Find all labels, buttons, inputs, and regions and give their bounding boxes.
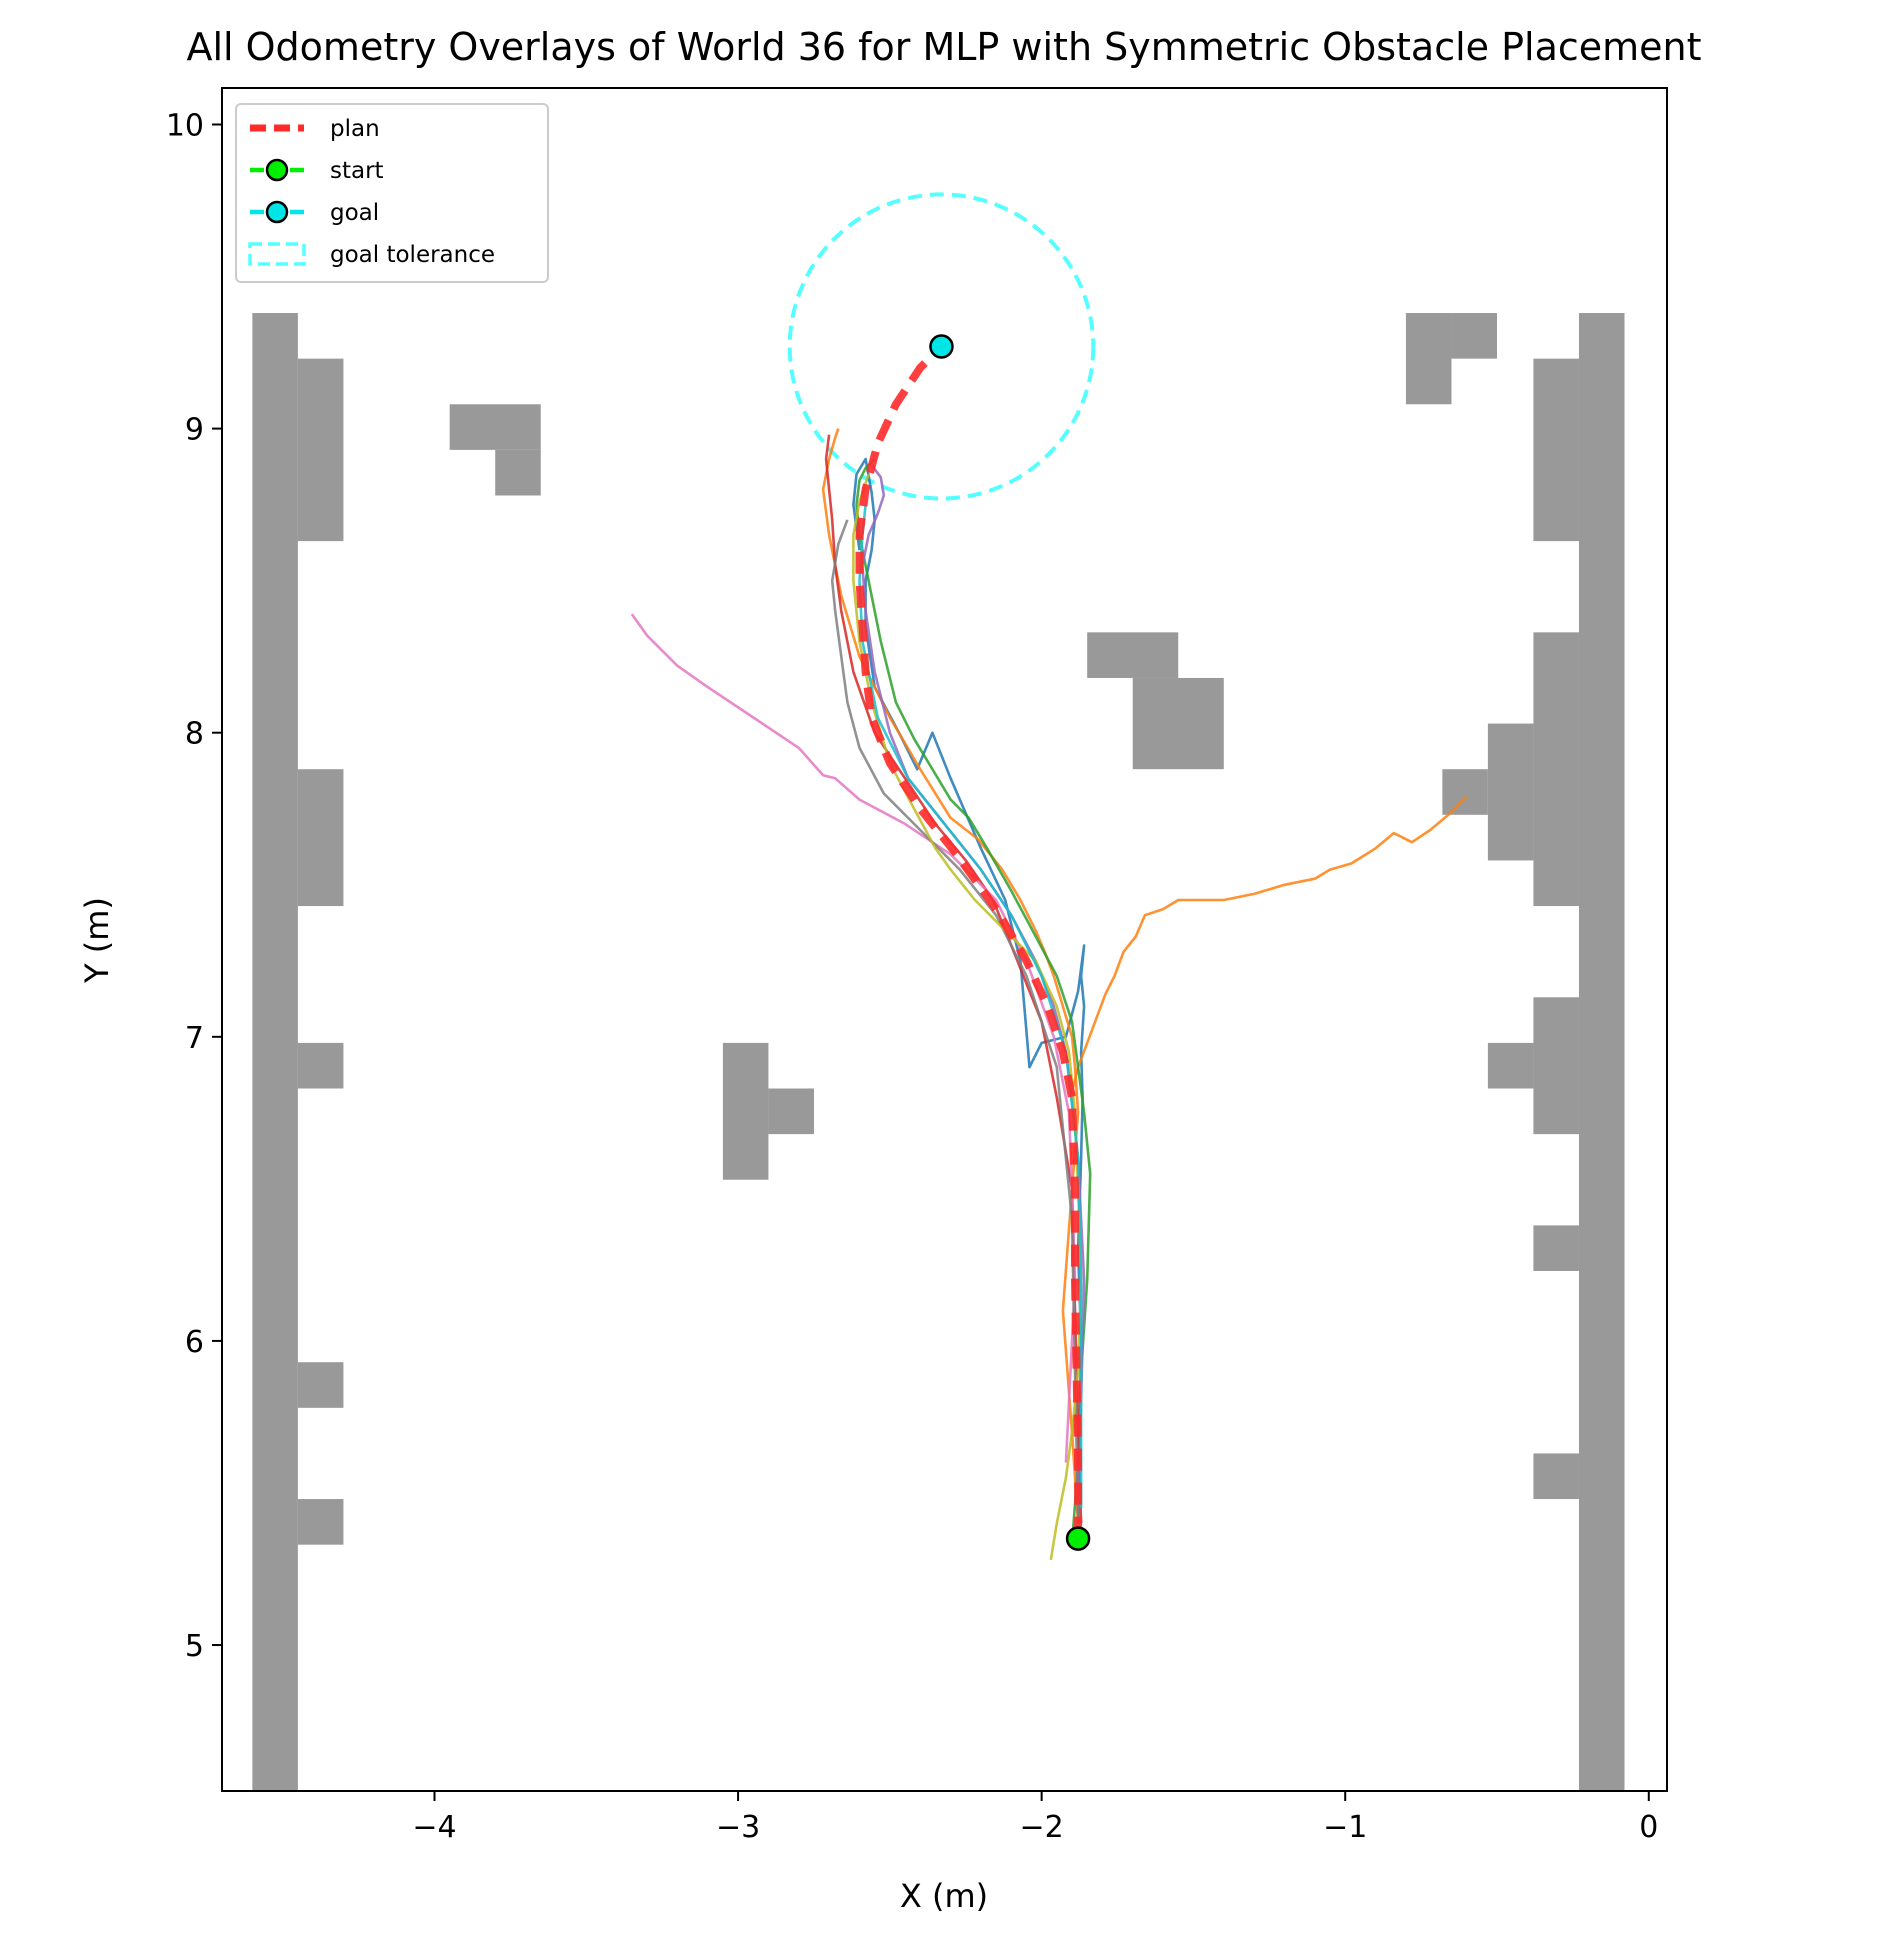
odometry-series-layer: [630, 428, 1468, 1561]
x-tick-layer: −4 −3 −2 −1 0: [412, 1791, 1658, 1845]
odometry-trace: [830, 519, 1080, 1524]
obstacle-cell: [297, 1042, 344, 1089]
obstacle-cell: [1533, 358, 1579, 542]
marker-layer: [929, 334, 1091, 1551]
x-tick-label: 0: [1639, 1810, 1658, 1845]
obstacle-cell: [449, 404, 541, 450]
legend-patch-handle: [248, 242, 306, 266]
obstacle-cell: [1442, 769, 1488, 815]
plan-layer: [855, 343, 1083, 1539]
obstacle-cell: [1533, 997, 1579, 1135]
obstacle-cell: [1533, 1453, 1579, 1500]
obstacle-layer: [252, 313, 1625, 1791]
y-axis-label: Y (m): [78, 897, 116, 984]
obstacle-cell: [1487, 723, 1534, 861]
y-tick-label: 9: [185, 413, 204, 448]
plot-frame: [221, 87, 1668, 1792]
legend: plan start goal goal tolerance: [235, 103, 549, 283]
obstacle-cell: [495, 449, 541, 496]
x-tick-label: −2: [1020, 1810, 1064, 1845]
y-tick-label: 5: [185, 1629, 204, 1664]
obstacle-cell: [1132, 677, 1224, 770]
odometry-trace: [858, 504, 1083, 1509]
obstacle-cell: [1533, 1225, 1579, 1271]
obstacle-cell: [297, 358, 344, 542]
obstacle-cell: [1087, 632, 1179, 678]
legend-frame: [235, 103, 549, 283]
obstacle-cell: [1487, 1042, 1534, 1089]
obstacle-cell: [297, 1499, 344, 1545]
obstacle-cell: [1405, 313, 1452, 405]
goal-tolerance-layer: [787, 192, 1096, 501]
y-tick-label: 10: [166, 108, 204, 143]
obstacle-cell: [768, 1088, 814, 1135]
plan-line: [855, 343, 1083, 1539]
y-tick-label: 7: [185, 1021, 204, 1056]
legend-label: plan: [330, 116, 380, 142]
legend-label: goal tolerance: [330, 242, 495, 268]
odometry-trace: [821, 428, 1080, 1524]
y-tick-layer: 5 6 7 8 9 10: [166, 108, 222, 1664]
obstacle-cell: [297, 1362, 344, 1408]
obstacle-cell: [1451, 313, 1497, 359]
x-tick-label: −3: [716, 1810, 760, 1845]
x-tick-label: −1: [1323, 1810, 1367, 1845]
start-marker: [1065, 1526, 1091, 1551]
y-tick-label: 6: [185, 1325, 204, 1360]
y-tick-label: 8: [185, 717, 204, 752]
legend-label: goal: [330, 200, 379, 226]
odometry-trace: [630, 613, 1077, 1463]
obstacle-cell: [297, 769, 344, 907]
obstacle-cell: [1578, 313, 1625, 1791]
x-axis-label: X (m): [900, 1877, 988, 1915]
legend-label: start: [330, 158, 384, 184]
goal-tolerance-circle: [787, 192, 1096, 501]
x-tick-label: −4: [412, 1810, 456, 1845]
legend-marker-handle: [265, 158, 289, 182]
obstacle-cell: [722, 1042, 769, 1180]
chart-title: All Odometry Overlays of World 36 for ML…: [186, 25, 1701, 69]
obstacle-cell: [1533, 632, 1579, 907]
legend-marker-handle: [265, 200, 289, 224]
odometry-trace: [1070, 795, 1468, 1092]
goal-marker: [929, 334, 954, 359]
obstacle-cell: [252, 313, 298, 1791]
